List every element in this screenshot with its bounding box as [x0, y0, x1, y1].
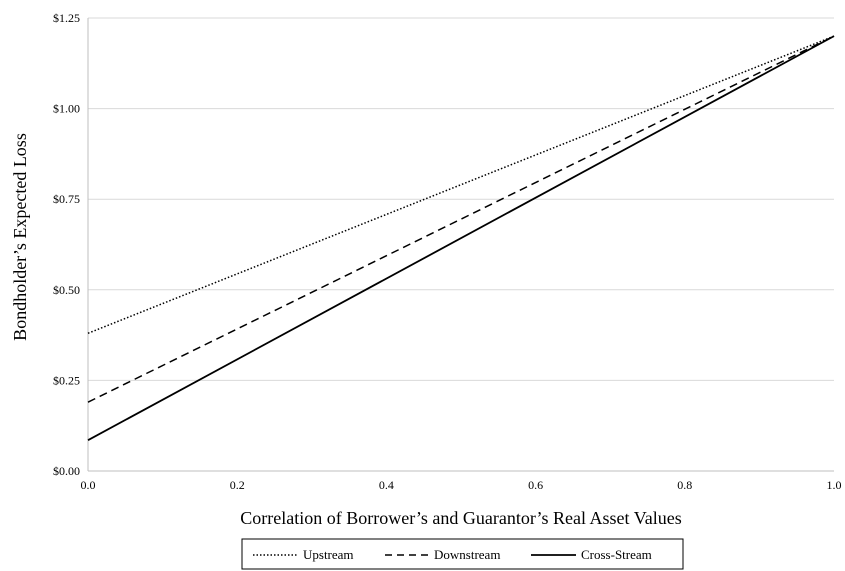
series-line-downstream	[87, 35, 835, 403]
y-tick-label: $1.25	[53, 11, 80, 25]
series-line-upstream	[87, 35, 835, 334]
y-axis-title: Bondholder’s Expected Loss	[10, 133, 30, 341]
legend: Upstream Downstream Cross-Stream	[241, 538, 684, 570]
legend-label-cross-stream: Cross-Stream	[581, 547, 652, 562]
y-tick-label: $1.00	[53, 102, 80, 116]
x-tick-label: 0.4	[379, 478, 394, 492]
x-tick-label: 0.6	[528, 478, 543, 492]
x-tick-label: 1.0	[827, 478, 842, 492]
legend-label-downstream: Downstream	[434, 547, 500, 562]
gridlines	[88, 17, 834, 381]
x-axis-title: Correlation of Borrower’s and Guarantor’…	[240, 508, 681, 528]
y-tick-label: $0.75	[53, 192, 80, 206]
y-tick-label: $0.25	[53, 373, 80, 387]
x-tick-label: 0.2	[230, 478, 245, 492]
x-tick-label: 0.0	[81, 478, 96, 492]
y-tick-labels: $0.00 $0.25 $0.50 $0.75 $1.00 $1.25	[53, 11, 80, 478]
series-lines	[87, 35, 835, 441]
legend-label-upstream: Upstream	[303, 547, 354, 562]
y-tick-label: $0.00	[53, 464, 80, 478]
axes	[87, 18, 834, 472]
legend-box	[241, 538, 684, 570]
x-tick-label: 0.8	[677, 478, 692, 492]
y-tick-label: $0.50	[53, 283, 80, 297]
series-line-cross-stream	[87, 35, 835, 441]
x-tick-labels: 0.0 0.2 0.4 0.6 0.8 1.0	[81, 478, 842, 492]
